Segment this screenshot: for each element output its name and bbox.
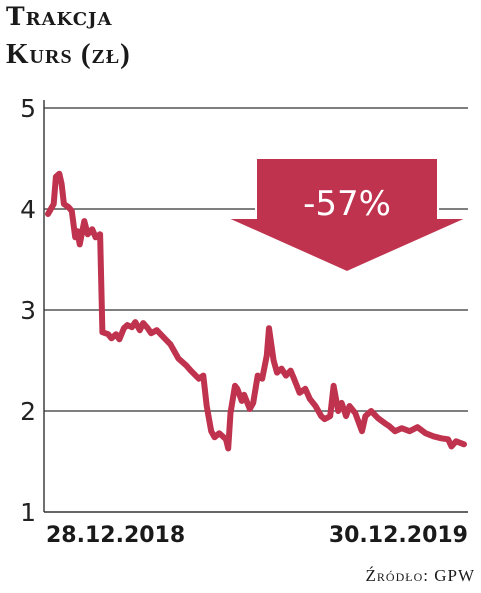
- price-line: [45, 170, 467, 452]
- y-tick-label: 2: [20, 397, 36, 426]
- x-tick-label: 28.12.2018: [46, 523, 185, 548]
- change-label: -57%: [303, 184, 391, 224]
- down-arrow-icon: [225, 157, 469, 274]
- chart-title: Trakcja: [6, 2, 113, 31]
- chart-subtitle: Kurs (zł): [6, 38, 131, 70]
- y-tick-label: 5: [20, 94, 36, 123]
- source-note: Źródło: GPW: [365, 566, 475, 585]
- y-tick-label: 1: [20, 498, 36, 527]
- x-tick-label: 30.12.2019: [329, 523, 468, 548]
- price-chart: 1 2 3 4 5 28.12.2018 30.12.2019 -57%: [20, 94, 469, 548]
- y-tick-label: 3: [20, 296, 36, 325]
- y-tick-label: 4: [20, 195, 36, 224]
